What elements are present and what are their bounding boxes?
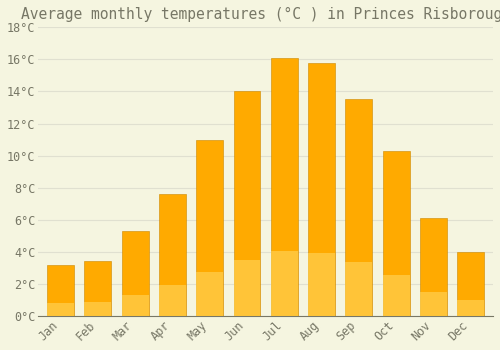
Bar [382, 275, 409, 316]
Bar [420, 292, 447, 316]
Bar [196, 140, 223, 316]
Title: Average monthly temperatures (°C ) in Princes Risborough: Average monthly temperatures (°C ) in Pr… [20, 7, 500, 22]
Bar [234, 260, 260, 316]
Bar [196, 272, 223, 316]
Bar [346, 99, 372, 316]
Bar [458, 300, 484, 316]
Bar [234, 91, 260, 316]
Bar [271, 251, 297, 316]
Bar [271, 58, 297, 316]
Bar [47, 303, 74, 316]
Bar [308, 63, 335, 316]
Bar [84, 302, 112, 316]
Bar [382, 151, 409, 316]
Bar [308, 253, 335, 316]
Bar [159, 286, 186, 316]
Bar [346, 262, 372, 316]
Bar [458, 252, 484, 316]
Bar [420, 218, 447, 316]
Bar [84, 261, 112, 316]
Bar [159, 194, 186, 316]
Bar [47, 265, 74, 316]
Bar [122, 295, 148, 316]
Bar [122, 231, 148, 316]
